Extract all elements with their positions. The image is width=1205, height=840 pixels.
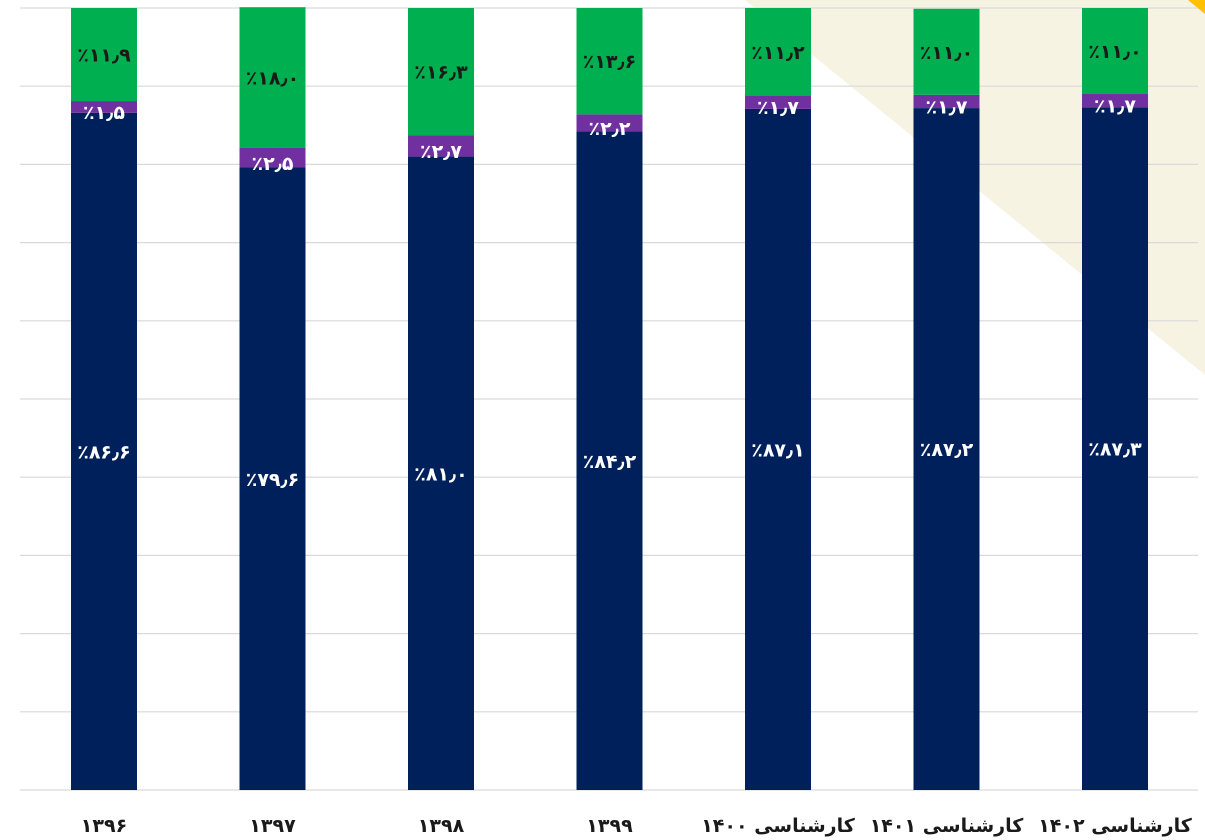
data-label: ٪۱۱٫۰ xyxy=(920,42,974,64)
bar-segment xyxy=(745,8,811,96)
bar-segment xyxy=(913,8,980,95)
bar-segment xyxy=(576,114,643,132)
x-tick-label: ۱۴۰۲ کارشناسی xyxy=(1038,815,1193,837)
data-label: ٪۱٫۵ xyxy=(83,102,125,124)
data-label: ٪۱٫۷ xyxy=(1094,96,1136,118)
data-label: ٪۱۱٫۰ xyxy=(1088,41,1142,63)
bar-segment xyxy=(71,112,137,790)
bar-segment xyxy=(239,167,306,790)
bar-segment xyxy=(576,8,643,115)
data-label: ٪۱٫۷ xyxy=(926,96,968,118)
bar-segment xyxy=(408,135,474,157)
bar-segment xyxy=(745,108,811,791)
bar-segment xyxy=(71,101,137,113)
data-label: ٪۲٫۷ xyxy=(420,141,462,163)
bar-segment xyxy=(1082,107,1148,790)
corner-accent xyxy=(1188,0,1205,14)
data-label: ٪۸۶٫۶ xyxy=(77,441,131,463)
bar-segment xyxy=(745,95,811,109)
bar-segment xyxy=(239,147,306,168)
data-label: ٪۱۱٫۹ xyxy=(77,45,131,67)
bar-segment xyxy=(576,131,643,790)
data-label: ٪۱۸٫۰ xyxy=(246,68,300,90)
data-label: ٪۱٫۷ xyxy=(757,97,799,119)
x-tick-label: ۱۳۹۶ xyxy=(81,815,127,837)
bar-segment xyxy=(913,108,980,790)
data-label: ٪۸۷٫۱ xyxy=(751,439,805,461)
bar-segment xyxy=(408,156,474,790)
bar-segment xyxy=(71,8,137,102)
x-tick-label: ۱۳۹۹ xyxy=(586,815,633,837)
x-tick-label: ۱۴۰۰ کارشناسی xyxy=(701,815,856,837)
x-axis-tick-labels: ۱۳۹۶ ۱۳۹۷ ۱۳۹۸ ۱۳۹۹ ۱۴۰۰ کارشناسی ۱۴۰۱ کارشنا… xyxy=(81,815,1193,837)
data-label: ٪۱۶٫۳ xyxy=(414,62,468,84)
data-label: ٪۱۱٫۲ xyxy=(751,42,805,64)
data-label: ٪۸۷٫۳ xyxy=(1088,439,1142,461)
data-label: ٪۱۳٫۶ xyxy=(583,51,637,73)
bar-segment xyxy=(239,7,306,148)
x-tick-label: ۱۳۹۸ xyxy=(418,815,465,837)
data-label: ٪۸۱٫۰ xyxy=(414,463,468,485)
bars xyxy=(71,7,1148,791)
bar-segment xyxy=(913,94,980,109)
segment-labels: ٪۸۶٫۶ ٪۱٫۵ ٪۱۱٫۹ ٪۷۹٫۶ ٪۲٫۵ ٪۱۸٫۰ ٪۸۱٫۰ ٪۲٫۷ ٪۱۶… xyxy=(77,41,1142,491)
data-label: ٪۸۷٫۲ xyxy=(920,439,974,461)
data-label: ٪۲٫۵ xyxy=(252,153,294,175)
x-tick-label: ۱۳۹۷ xyxy=(249,815,296,837)
data-label: ٪۷۹٫۶ xyxy=(246,469,300,491)
data-label: ٪۸۴٫۲ xyxy=(583,451,637,473)
x-tick-label: ۱۴۰۱ کارشناسی xyxy=(870,815,1025,837)
data-label: ٪۲٫۲ xyxy=(589,118,631,140)
bar-segment xyxy=(1082,8,1148,95)
bar-segment xyxy=(1082,94,1148,108)
bar-segment xyxy=(408,8,474,136)
